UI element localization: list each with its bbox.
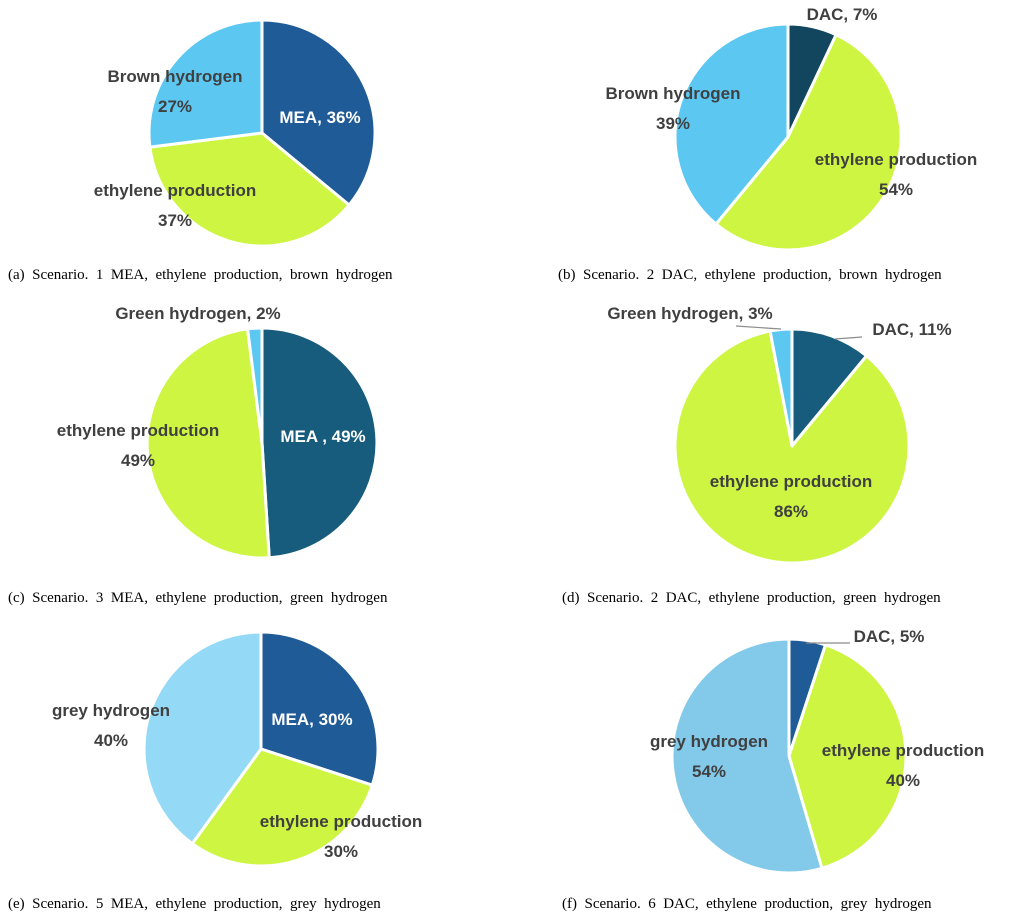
data-label-b-ethylene-production: ethylene production bbox=[815, 150, 977, 169]
pie-slice-f-grey-hydrogen bbox=[670, 637, 824, 875]
data-label-d-ethylene-production: ethylene production bbox=[710, 472, 872, 491]
data-label-c-mea: MEA , 49% bbox=[280, 427, 365, 446]
data-label-c-ethylene-production: ethylene production bbox=[57, 421, 219, 440]
pie-slice-e-ethylene-production bbox=[190, 747, 374, 868]
data-label-b-dac: DAC, 7% bbox=[807, 5, 878, 24]
data-label-a-ethylene-production: ethylene production bbox=[94, 181, 256, 200]
data-label-f-ethylene-production-value: 40% bbox=[886, 771, 920, 790]
data-label-b-brown-hydrogen: Brown hydrogen bbox=[605, 84, 740, 103]
caption-d: (d) Scenario. 2 DAC, ethylene production… bbox=[562, 590, 941, 606]
caption-c: (c) Scenario. 3 MEA, ethylene production… bbox=[8, 590, 388, 606]
pie-slice-f-ethylene-production bbox=[787, 643, 908, 870]
pie-slice-a-ethylene-production bbox=[148, 131, 351, 248]
data-label-f-dac: DAC, 5% bbox=[854, 627, 925, 646]
pie-slice-c-green-hydrogen bbox=[246, 326, 264, 445]
data-label-e-grey-hydrogen-value: 40% bbox=[94, 731, 128, 750]
data-label-a-mea: MEA, 36% bbox=[279, 108, 360, 127]
data-label-e-ethylene-production: ethylene production bbox=[260, 812, 422, 831]
caption-f: (f) Scenario. 6 DAC, ethylene production… bbox=[562, 896, 932, 912]
caption-b: (b) Scenario. 2 DAC, ethylene production… bbox=[558, 267, 942, 283]
pie-slice-c-mea bbox=[260, 326, 379, 560]
caption-a: (a) Scenario. 1 MEA, ethylene production… bbox=[8, 267, 393, 283]
data-label-e-mea: MEA, 30% bbox=[271, 710, 352, 729]
data-label-d-dac: DAC, 11% bbox=[872, 320, 951, 339]
leader-line-d-green-hydrogen bbox=[735, 325, 782, 330]
data-label-e-ethylene-production-value: 30% bbox=[324, 842, 358, 861]
pie-slice-a-mea bbox=[260, 18, 377, 207]
pie-slice-c-ethylene-production bbox=[145, 327, 271, 560]
data-label-f-ethylene-production: ethylene production bbox=[822, 741, 984, 760]
pie-slice-b-ethylene-production bbox=[714, 33, 903, 252]
pie-slice-d-green-hydrogen bbox=[768, 327, 794, 448]
pie-chart-e: MEA, 30% ethylene production 30% grey hydro… bbox=[8, 630, 422, 912]
data-label-f-grey-hydrogen: grey hydrogen bbox=[650, 732, 768, 751]
pie-chart-d: DAC, 11% ethylene production 86% Green hydr… bbox=[562, 304, 952, 606]
pie-slice-e-grey-hydrogen bbox=[142, 630, 263, 846]
pie-slice-a-brown-hydrogen bbox=[147, 18, 264, 149]
data-label-c-ethylene-production-value: 49% bbox=[121, 451, 155, 470]
pie-chart-b: DAC, 7% ethylene production 54% Brown hydro… bbox=[558, 5, 977, 283]
data-label-b-brown-hydrogen-value: 39% bbox=[656, 114, 690, 133]
data-label-e-grey-hydrogen: grey hydrogen bbox=[52, 701, 170, 720]
data-label-a-brown-hydrogen-value: 27% bbox=[158, 97, 192, 116]
pie-slice-d-dac bbox=[790, 327, 869, 448]
caption-e: (e) Scenario. 5 MEA, ethylene production… bbox=[8, 896, 381, 912]
leader-line-d-dac bbox=[834, 336, 863, 340]
data-label-a-brown-hydrogen: Brown hydrogen bbox=[107, 67, 242, 86]
pie-chart-a: MEA, 36% ethylene production 37% Brown hydr… bbox=[8, 18, 393, 283]
pie-slice-b-brown-hydrogen bbox=[673, 22, 790, 226]
pie-chart-f: DAC, 5% ethylene production 40% grey hydrog… bbox=[562, 627, 984, 912]
data-label-f-grey-hydrogen-value: 54% bbox=[692, 762, 726, 781]
data-label-a-ethylene-production-value: 37% bbox=[158, 211, 192, 230]
data-label-c-green-hydrogen: Green hydrogen, 2% bbox=[115, 304, 280, 323]
data-label-d-ethylene-production-value: 86% bbox=[774, 502, 808, 521]
pie-chart-c: MEA , 49% ethylene production 49% Green hyd… bbox=[8, 304, 388, 606]
data-label-d-green-hydrogen: Green hydrogen, 3% bbox=[607, 304, 772, 323]
pie-slice-e-mea bbox=[259, 630, 380, 787]
data-label-b-ethylene-production-value: 54% bbox=[879, 180, 913, 199]
